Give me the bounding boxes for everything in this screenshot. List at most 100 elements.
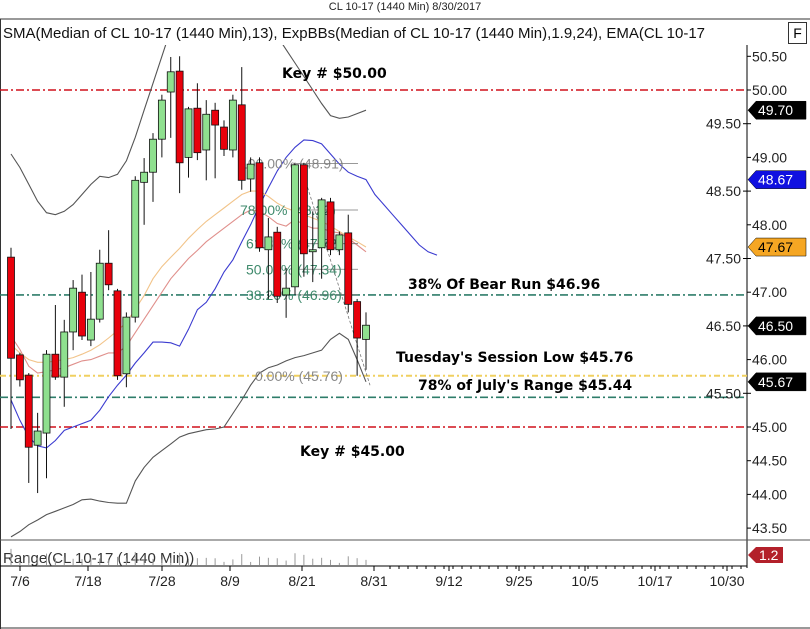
candle — [228, 94, 237, 158]
candle — [24, 373, 33, 483]
lower-band-line — [10, 332, 367, 538]
range-tag — [748, 547, 783, 563]
candle — [157, 94, 166, 158]
y-tick-label: 46.00 — [752, 352, 787, 368]
candle — [131, 176, 140, 323]
candle — [335, 231, 344, 256]
candle — [15, 352, 24, 387]
candle — [175, 56, 184, 194]
price-tag — [747, 100, 807, 120]
y-tick-label: 44.00 — [752, 486, 787, 502]
candle — [78, 274, 86, 341]
x-tick-label: 7/18 — [74, 573, 101, 589]
y-tick-label: 43.50 — [752, 520, 787, 536]
x-tick-label: 8/21 — [288, 573, 315, 589]
candle — [69, 280, 78, 351]
indicator-lines — [10, 45, 438, 538]
candle-body-up — [264, 236, 273, 251]
candle — [140, 158, 149, 225]
candle-body-up — [149, 138, 157, 173]
x-tick-label: 10/5 — [571, 573, 598, 589]
candle — [282, 267, 291, 318]
candle-body-down — [175, 70, 184, 164]
y-tick-label: 47.00 — [752, 284, 787, 300]
candle — [86, 271, 95, 347]
candle-body-up — [157, 99, 166, 140]
candles — [7, 56, 370, 494]
candle — [113, 288, 122, 380]
y-tick-label: 45.00 — [752, 419, 787, 435]
candle — [299, 162, 308, 277]
candle — [211, 102, 220, 179]
candle — [264, 218, 273, 299]
fib-label: 38.20% (46.96) — [246, 287, 342, 303]
study-legend: SMA(Median of CL 10-17 (1440 Min),13), E… — [3, 25, 705, 42]
x-tick-label: 10/30 — [709, 573, 744, 589]
level-lines — [0, 89, 747, 428]
x-tick-label: 7/6 — [10, 573, 30, 589]
candle-body-up — [33, 430, 42, 446]
price-tag — [747, 372, 807, 392]
level-annotation: Tuesday's Session Low $45.76 — [396, 350, 633, 366]
candle — [42, 350, 51, 479]
candle-body-down — [15, 354, 24, 381]
chart-title: CL 10-17 (1440 Min) 8/30/2017 — [328, 1, 482, 13]
candle — [237, 67, 246, 190]
candle-body-down — [353, 301, 362, 339]
candle — [353, 298, 362, 376]
candle-body-up — [282, 287, 291, 296]
fib-label: 0.00% (45.76) — [255, 368, 343, 384]
ema-blue-line — [10, 139, 438, 449]
y-tick-label: 44.50 — [752, 453, 787, 469]
x-tick-label: 9/25 — [505, 573, 532, 589]
candle-body-up — [131, 179, 140, 318]
y-tick-label: 50.00 — [752, 82, 787, 98]
level-annotation: Key # $45.00 — [300, 444, 405, 460]
y-tick-label: 50.50 — [752, 48, 787, 64]
candle — [122, 312, 131, 388]
candle-body-up — [42, 353, 51, 434]
candle — [273, 226, 282, 303]
ema-line — [10, 209, 367, 374]
candle — [104, 230, 113, 291]
candle — [33, 412, 42, 494]
candle-body-up — [291, 164, 299, 288]
sma-line — [10, 190, 367, 363]
candle — [291, 162, 299, 295]
candle-body-down — [7, 256, 15, 359]
candle-body-down — [193, 107, 202, 154]
y-tick-label: 49.00 — [752, 149, 787, 165]
price-tag-label: 46.50 — [758, 318, 793, 334]
candle-body-up — [122, 316, 131, 375]
candle-body-up — [228, 99, 237, 151]
candle-body-up — [166, 71, 175, 93]
candle — [51, 305, 60, 380]
price-tags: 49.70 48.67 47.67 46.50 45.67 1.2 — [747, 100, 807, 563]
candle — [7, 247, 15, 430]
date-axis: 7/6 7/18 7/28 8/9 8/21 8/31 9/12 9/25 10/5 10/17 1… — [10, 566, 745, 589]
candle — [317, 197, 326, 279]
price-tag-label: 48.67 — [758, 172, 793, 188]
y-tick-label: 49.50 — [706, 116, 741, 132]
candle — [149, 133, 157, 202]
candle-body-up — [317, 199, 326, 249]
candle — [202, 100, 211, 181]
fib-label: 100.00% (48.91) — [240, 155, 344, 171]
fibonacci-retracement: 100.00% (48.91) 78.00% (48.22) 61.80% (47.… — [240, 155, 371, 386]
x-tick-label: 8/31 — [360, 573, 387, 589]
fib-label: 50.00% (47.34) — [246, 261, 342, 277]
chart-frame — [0, 18, 810, 629]
candle-body-down — [24, 374, 33, 448]
f-button[interactable]: F — [788, 22, 807, 44]
candle-body-up — [308, 249, 317, 253]
candle-body-up — [246, 163, 255, 180]
candle-body-up — [69, 287, 78, 333]
candle-body-down — [237, 104, 246, 181]
candle-body-up — [95, 262, 104, 320]
y-tick-label: 45.50 — [706, 385, 741, 401]
candle-body-down — [104, 262, 113, 286]
candle-body-up — [140, 171, 149, 183]
y-tick-label: 48.00 — [752, 217, 787, 233]
candle-body-up — [335, 234, 344, 251]
